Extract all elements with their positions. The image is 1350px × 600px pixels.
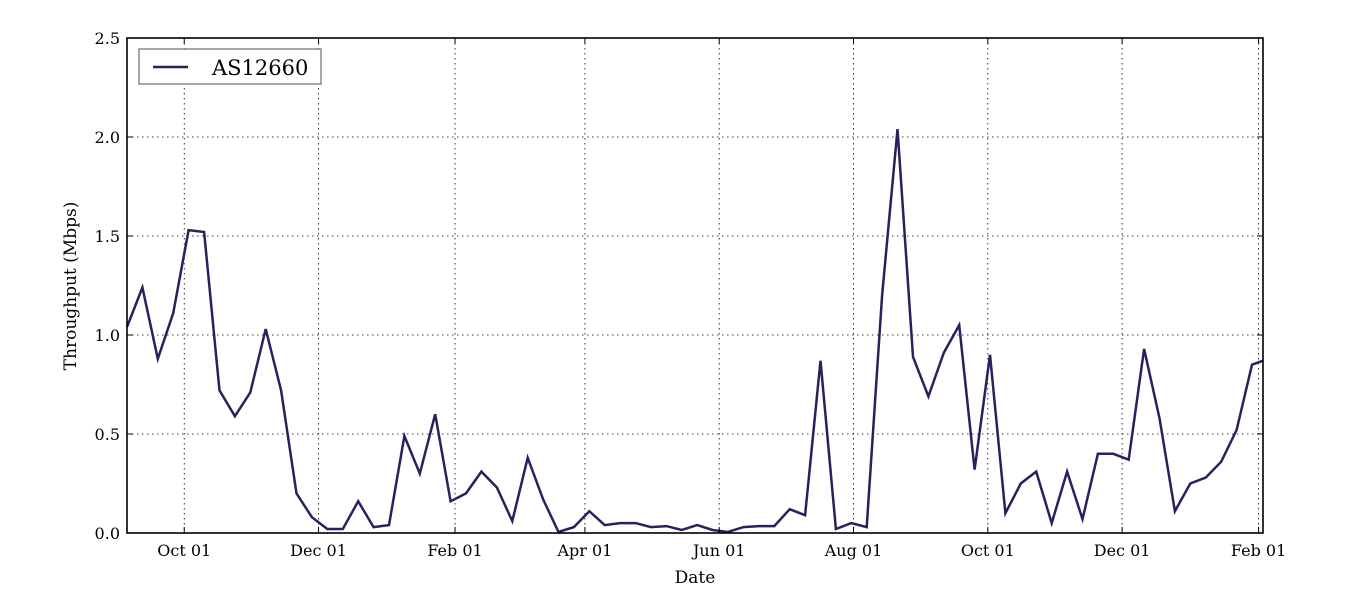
legend-entry: AS12660	[211, 56, 308, 80]
x-axis: Oct 01 Dec 01 Feb 01 Apr 01 Jun 01 Aug 01 Oct …	[157, 38, 1286, 560]
series-line-AS12660	[125, 128, 1264, 534]
x-axis-title: Date	[675, 568, 716, 588]
y-axis: 0.0 0.5 1.0 1.5 2.0 2.5	[95, 29, 1263, 543]
x-tick-label: Oct 01	[157, 541, 211, 560]
legend: AS12660	[138, 48, 322, 85]
x-tick-label: Oct 01	[961, 541, 1015, 560]
grid	[127, 38, 1263, 533]
x-tick-label: Feb 01	[1231, 541, 1286, 560]
y-tick-label: 2.0	[95, 128, 120, 147]
y-axis-title: Throughput (Mbps)	[61, 202, 81, 371]
plot-frame	[126, 37, 1264, 534]
x-tick-label: Dec 01	[1094, 541, 1151, 560]
y-tick-label: 1.5	[95, 227, 120, 246]
x-tick-label: Jun 01	[691, 541, 745, 560]
x-tick-label: Aug 01	[824, 541, 883, 560]
y-tick-label: 1.0	[95, 326, 120, 345]
y-tick-label: 0.0	[95, 524, 120, 543]
y-tick-label: 0.5	[95, 425, 120, 444]
y-tick-label: 2.5	[95, 29, 120, 48]
series-layer	[125, 128, 1264, 534]
x-tick-label: Dec 01	[290, 541, 347, 560]
x-tick-label: Feb 01	[427, 541, 482, 560]
x-tick-label: Apr 01	[556, 541, 612, 560]
